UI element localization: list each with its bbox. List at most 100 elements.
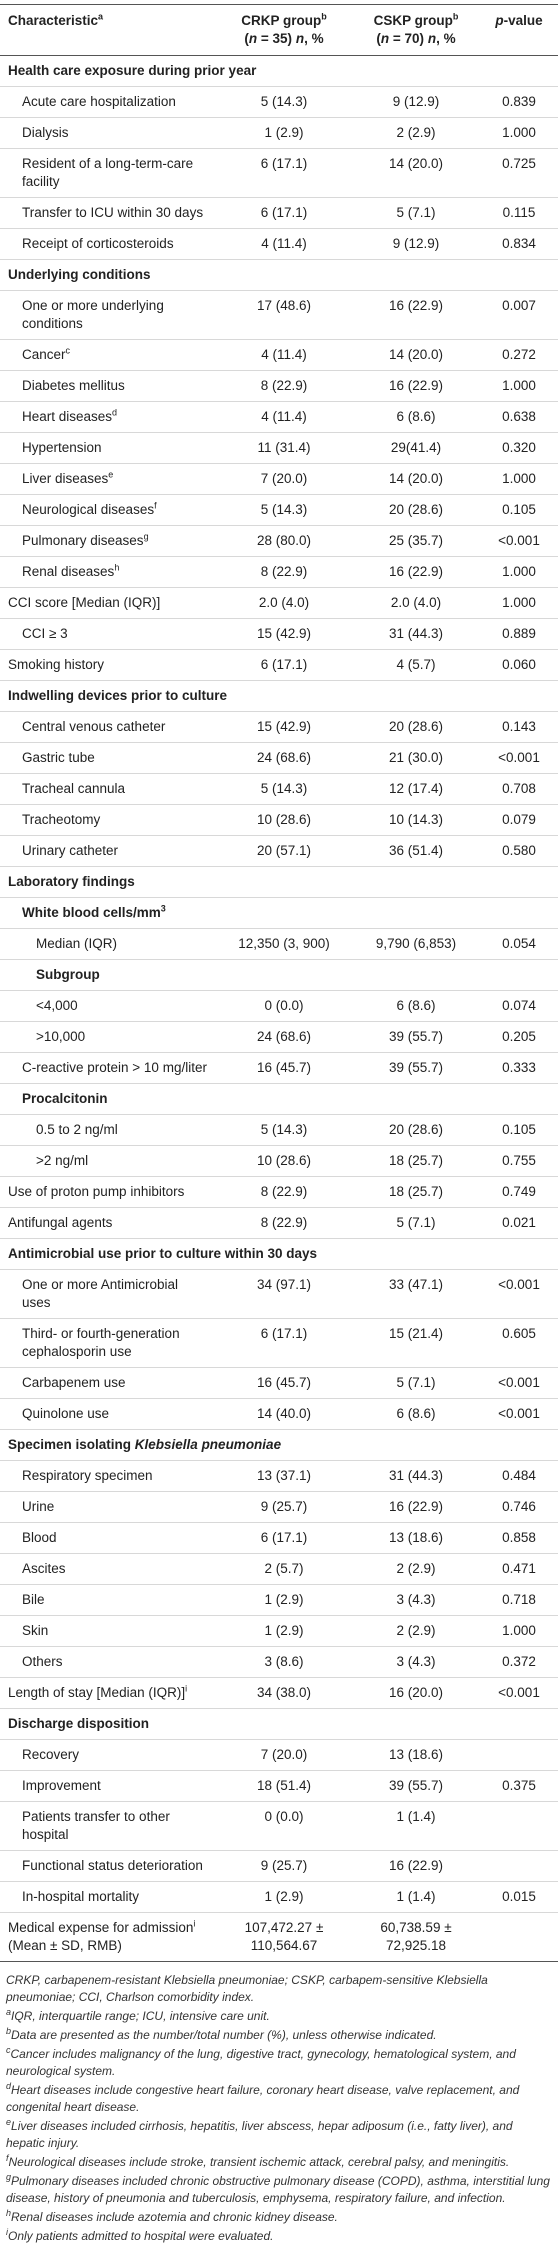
cskp-value: 2 (2.9)	[352, 1554, 480, 1585]
data-row: CCI score [Median (IQR)] 2.0 (4.0) 2.0 (4.…	[0, 588, 558, 619]
text: Renal diseases	[22, 564, 115, 579]
text: 1 (1.4)	[396, 1809, 436, 1824]
cskp-value: 2.0 (4.0)	[352, 588, 480, 619]
text: 0.060	[502, 657, 536, 672]
text: , %	[436, 31, 456, 46]
superscript: a	[98, 11, 104, 22]
data-row: Transfer to ICU within 30 days 6 (17.1) 5 …	[0, 198, 558, 229]
p-value: 0.372	[480, 1647, 558, 1678]
data-row: Receipt of corticosteroids 4 (11.4) 9 (12.…	[0, 229, 558, 260]
footnote-mark: e	[6, 2117, 12, 2127]
cskp-value: 16 (22.9)	[352, 291, 480, 340]
text: 0.484	[502, 1468, 536, 1483]
text: -value	[503, 13, 543, 28]
section-title: Antimicrobial use prior to culture withi…	[0, 1239, 558, 1270]
text: 18 (25.7)	[388, 1184, 444, 1199]
cskp-value: 9 (12.9)	[352, 87, 480, 118]
row-label: Medical expense for admissioni (Mean ± S…	[0, 1913, 216, 1962]
text: Dialysis	[22, 125, 69, 140]
text: 0.054	[502, 936, 536, 951]
text: Others	[22, 1654, 63, 1669]
footnote-mark: h	[6, 2208, 12, 2218]
p-value	[480, 1802, 558, 1851]
p-value: 0.858	[480, 1523, 558, 1554]
row-label: CCI score [Median (IQR)]	[0, 588, 216, 619]
crkp-value: 34 (97.1)	[216, 1270, 352, 1319]
p-value: 0.471	[480, 1554, 558, 1585]
abbreviations: CRKP, carbapenem-resistant Klebsiella pn…	[6, 1973, 488, 2004]
cskp-value: 18 (25.7)	[352, 1177, 480, 1208]
text: 1.000	[502, 1623, 536, 1638]
text: White blood cells/mm	[22, 905, 161, 920]
text: 18 (25.7)	[388, 1153, 444, 1168]
text: 15 (42.9)	[256, 626, 312, 641]
text: = 70)	[389, 31, 428, 46]
p-value: 1.000	[480, 588, 558, 619]
data-row: One or more Antimicrobial uses 34 (97.1) 3…	[0, 1270, 558, 1319]
footnote-text: Pulmonary diseases included chronic obst…	[6, 2174, 550, 2205]
p-value: 1.000	[480, 1616, 558, 1647]
crkp-value: 7 (20.0)	[216, 464, 352, 495]
italic-text: p	[495, 13, 504, 28]
crkp-value: 6 (17.1)	[216, 198, 352, 229]
text: 15 (21.4)	[388, 1326, 444, 1341]
section-row: Discharge disposition	[0, 1709, 558, 1740]
cskp-value: 20 (28.6)	[352, 495, 480, 526]
data-row: >2 ng/ml 10 (28.6) 18 (25.7) 0.755	[0, 1146, 558, 1177]
p-value: 0.889	[480, 619, 558, 650]
crkp-value: 4 (11.4)	[216, 340, 352, 371]
row-label: Transfer to ICU within 30 days	[0, 198, 216, 229]
text: Central venous catheter	[22, 719, 166, 734]
cskp-value: 31 (44.3)	[352, 619, 480, 650]
footnote: eLiver diseases included cirrhosis, hepa…	[6, 2118, 552, 2152]
cskp-value: 20 (28.6)	[352, 712, 480, 743]
p-value: 0.749	[480, 1177, 558, 1208]
text: 1.000	[502, 471, 536, 486]
text: Blood	[22, 1530, 57, 1545]
superscript: i	[185, 1683, 188, 1694]
text: 18 (51.4)	[256, 1778, 312, 1793]
row-label: Others	[0, 1647, 216, 1678]
text: 1 (2.9)	[264, 1592, 304, 1607]
row-label: Skin	[0, 1616, 216, 1647]
text: Medical expense for admission	[8, 1920, 194, 1935]
superscript: g	[143, 531, 149, 542]
footnote: hRenal diseases include azotemia and chr…	[6, 2209, 552, 2226]
subheader-row: Procalcitonin	[0, 1084, 558, 1115]
cskp-value: 9,790 (6,853)	[352, 929, 480, 960]
text: 0.105	[502, 502, 536, 517]
row-label: C-reactive protein > 10 mg/liter	[0, 1053, 216, 1084]
text: Liver diseases	[22, 471, 109, 486]
text: 36 (51.4)	[388, 843, 444, 858]
text: 12 (17.4)	[388, 781, 444, 796]
data-row: Tracheal cannula 5 (14.3) 12 (17.4) 0.708	[0, 774, 558, 805]
p-value: <0.001	[480, 1270, 558, 1319]
text: 8 (22.9)	[260, 1184, 308, 1199]
row-label: Diabetes mellitus	[0, 371, 216, 402]
cskp-value: 4 (5.7)	[352, 650, 480, 681]
crkp-value: 107,472.27 ± 110,564.67	[216, 1913, 352, 1962]
cskp-value: 33 (47.1)	[352, 1270, 480, 1319]
data-row: Patients transfer to other hospital 0 (0.…	[0, 1802, 558, 1851]
cskp-value: 9 (12.9)	[352, 229, 480, 260]
row-label: Use of proton pump inhibitors	[0, 1177, 216, 1208]
text: 8 (22.9)	[260, 564, 308, 579]
data-row: Recovery 7 (20.0) 13 (18.6)	[0, 1740, 558, 1771]
crkp-value: 6 (17.1)	[216, 149, 352, 198]
crkp-value: 9 (25.7)	[216, 1851, 352, 1882]
section-row: Antimicrobial use prior to culture withi…	[0, 1239, 558, 1270]
cskp-value: 13 (18.6)	[352, 1523, 480, 1554]
section-title: Laboratory findings	[0, 867, 558, 898]
row-label: Gastric tube	[0, 743, 216, 774]
text: 0 (0.0)	[264, 998, 304, 1013]
text: 4 (11.4)	[261, 409, 307, 424]
text: >2 ng/ml	[36, 1153, 89, 1168]
row-label: Improvement	[0, 1771, 216, 1802]
footnote-mark: d	[6, 2081, 12, 2091]
text: 7 (20.0)	[260, 471, 308, 486]
row-label: Urine	[0, 1492, 216, 1523]
crkp-value: 8 (22.9)	[216, 371, 352, 402]
text: 6 (8.6)	[396, 998, 436, 1013]
crkp-value: 11 (31.4)	[216, 433, 352, 464]
text: 31 (44.3)	[388, 626, 444, 641]
